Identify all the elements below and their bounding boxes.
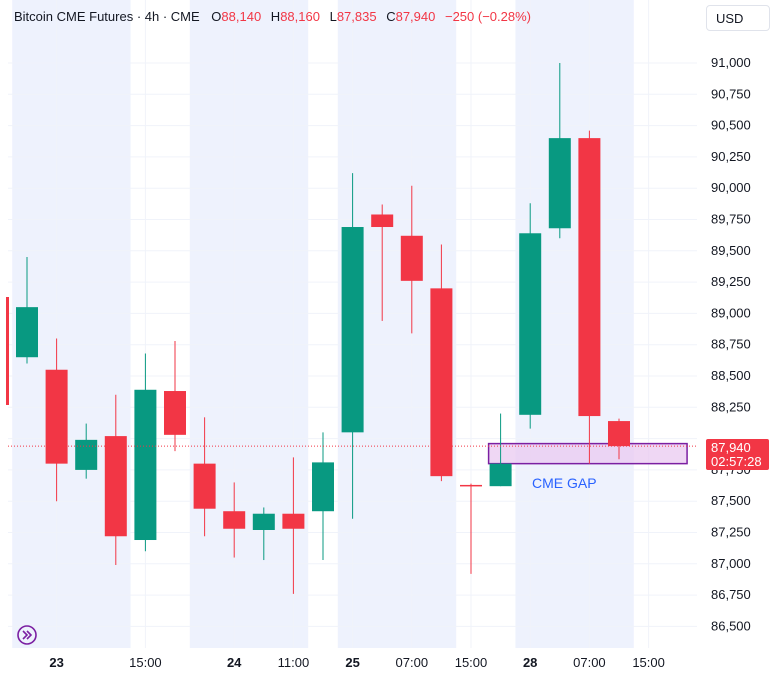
candle-body <box>460 484 482 487</box>
y-axis-tick-label: 90,750 <box>711 86 751 101</box>
candle-body <box>608 421 630 447</box>
low-value: 87,835 <box>337 9 377 24</box>
candle-body <box>489 463 512 487</box>
candle <box>252 507 275 561</box>
candle-body <box>164 391 186 435</box>
price-tag: 87,940 02:57:28 <box>706 439 769 470</box>
close-value: 87,940 <box>396 9 436 24</box>
candle <box>282 457 305 594</box>
candle-body <box>16 307 38 358</box>
candle-body <box>193 463 216 509</box>
candle <box>16 257 38 364</box>
y-axis-tick-label: 89,750 <box>711 212 751 227</box>
x-axis-tick-label: 24 <box>227 655 242 670</box>
candle-body <box>578 138 601 417</box>
y-axis-tick-label: 87,250 <box>711 525 751 540</box>
scroll-to-realtime-button[interactable] <box>17 625 37 645</box>
candle <box>164 340 186 452</box>
y-axis-tick-label: 91,000 <box>711 55 751 70</box>
open-value: 88,140 <box>221 9 261 24</box>
y-axis-tick-label: 90,250 <box>711 149 751 164</box>
candle <box>489 413 512 487</box>
close-label: C <box>386 9 395 24</box>
candle <box>104 394 127 566</box>
candle <box>578 130 601 464</box>
y-axis-tick-label: 88,250 <box>711 399 751 414</box>
y-axis-tick-label: 89,250 <box>711 274 751 289</box>
high-label: H <box>271 9 280 24</box>
y-axis-tick-label: 87,000 <box>711 556 751 571</box>
session-band <box>189 0 309 648</box>
candle-body <box>371 214 394 228</box>
currency-button[interactable]: USD <box>706 5 770 31</box>
low-label: L <box>330 9 337 24</box>
x-axis-tick-label: 15:00 <box>129 655 162 670</box>
candle <box>430 244 453 482</box>
candle-body <box>312 462 334 512</box>
price-tag-countdown: 02:57:28 <box>711 454 762 469</box>
x-axis-tick-label: 28 <box>523 655 537 670</box>
double-chevron-right-icon <box>22 630 33 640</box>
candle <box>400 185 423 334</box>
candle-body <box>45 369 68 464</box>
candle <box>312 432 334 561</box>
candle <box>75 423 98 479</box>
x-axis-tick-label: 11:00 <box>278 655 310 670</box>
candle-body <box>341 227 364 433</box>
x-axis-tick-label: 15:00 <box>632 655 665 670</box>
y-axis-tick-label: 89,500 <box>711 243 751 258</box>
candle-body <box>400 235 423 281</box>
x-axis-tick-label: 15:00 <box>455 655 488 670</box>
candle <box>548 63 571 239</box>
candle-body <box>104 436 127 537</box>
y-axis-tick-label: 87,500 <box>711 493 751 508</box>
y-axis-tick-label: 88,500 <box>711 368 751 383</box>
candle <box>519 203 542 429</box>
candle <box>193 417 216 537</box>
legend: Bitcoin CME Futures · 4h · CME O88,140 H… <box>14 9 531 24</box>
y-axis-tick-label: 89,000 <box>711 305 751 320</box>
candle-body <box>282 513 305 529</box>
candle-body <box>548 138 571 229</box>
y-axis-tick-label: 86,750 <box>711 587 751 602</box>
cme-gap-label: CME GAP <box>532 475 597 491</box>
change-value: −250 (−0.28%) <box>445 9 531 24</box>
price-tag-value: 87,940 <box>711 440 751 455</box>
candle <box>223 482 246 558</box>
y-axis-tick-label: 90,500 <box>711 118 751 133</box>
candle-body <box>252 513 275 530</box>
candle <box>45 338 68 502</box>
x-axis-tick-label: 23 <box>49 655 63 670</box>
y-axis-tick-label: 86,500 <box>711 618 751 633</box>
left-edge-marker <box>6 297 9 405</box>
candle-body <box>519 233 542 415</box>
candle <box>608 418 630 460</box>
y-axis-tick-label: 88,750 <box>711 337 751 352</box>
x-axis-tick-label: 07:00 <box>573 655 606 670</box>
candle-body <box>223 511 246 529</box>
open-label: O <box>211 9 221 24</box>
candle <box>371 204 394 321</box>
y-axis-tick-label: 90,000 <box>711 180 751 195</box>
candle <box>134 353 157 552</box>
candle-body <box>134 389 157 541</box>
candle <box>460 483 482 574</box>
x-axis-tick-label: 07:00 <box>396 655 429 670</box>
x-axis-tick-label: 25 <box>345 655 359 670</box>
candle <box>341 173 364 519</box>
candle-body <box>430 288 453 477</box>
candle-body <box>75 439 98 470</box>
cme-gap-zone <box>487 442 688 465</box>
symbol-label: Bitcoin CME Futures · 4h · CME <box>14 9 200 24</box>
high-value: 88,160 <box>280 9 320 24</box>
